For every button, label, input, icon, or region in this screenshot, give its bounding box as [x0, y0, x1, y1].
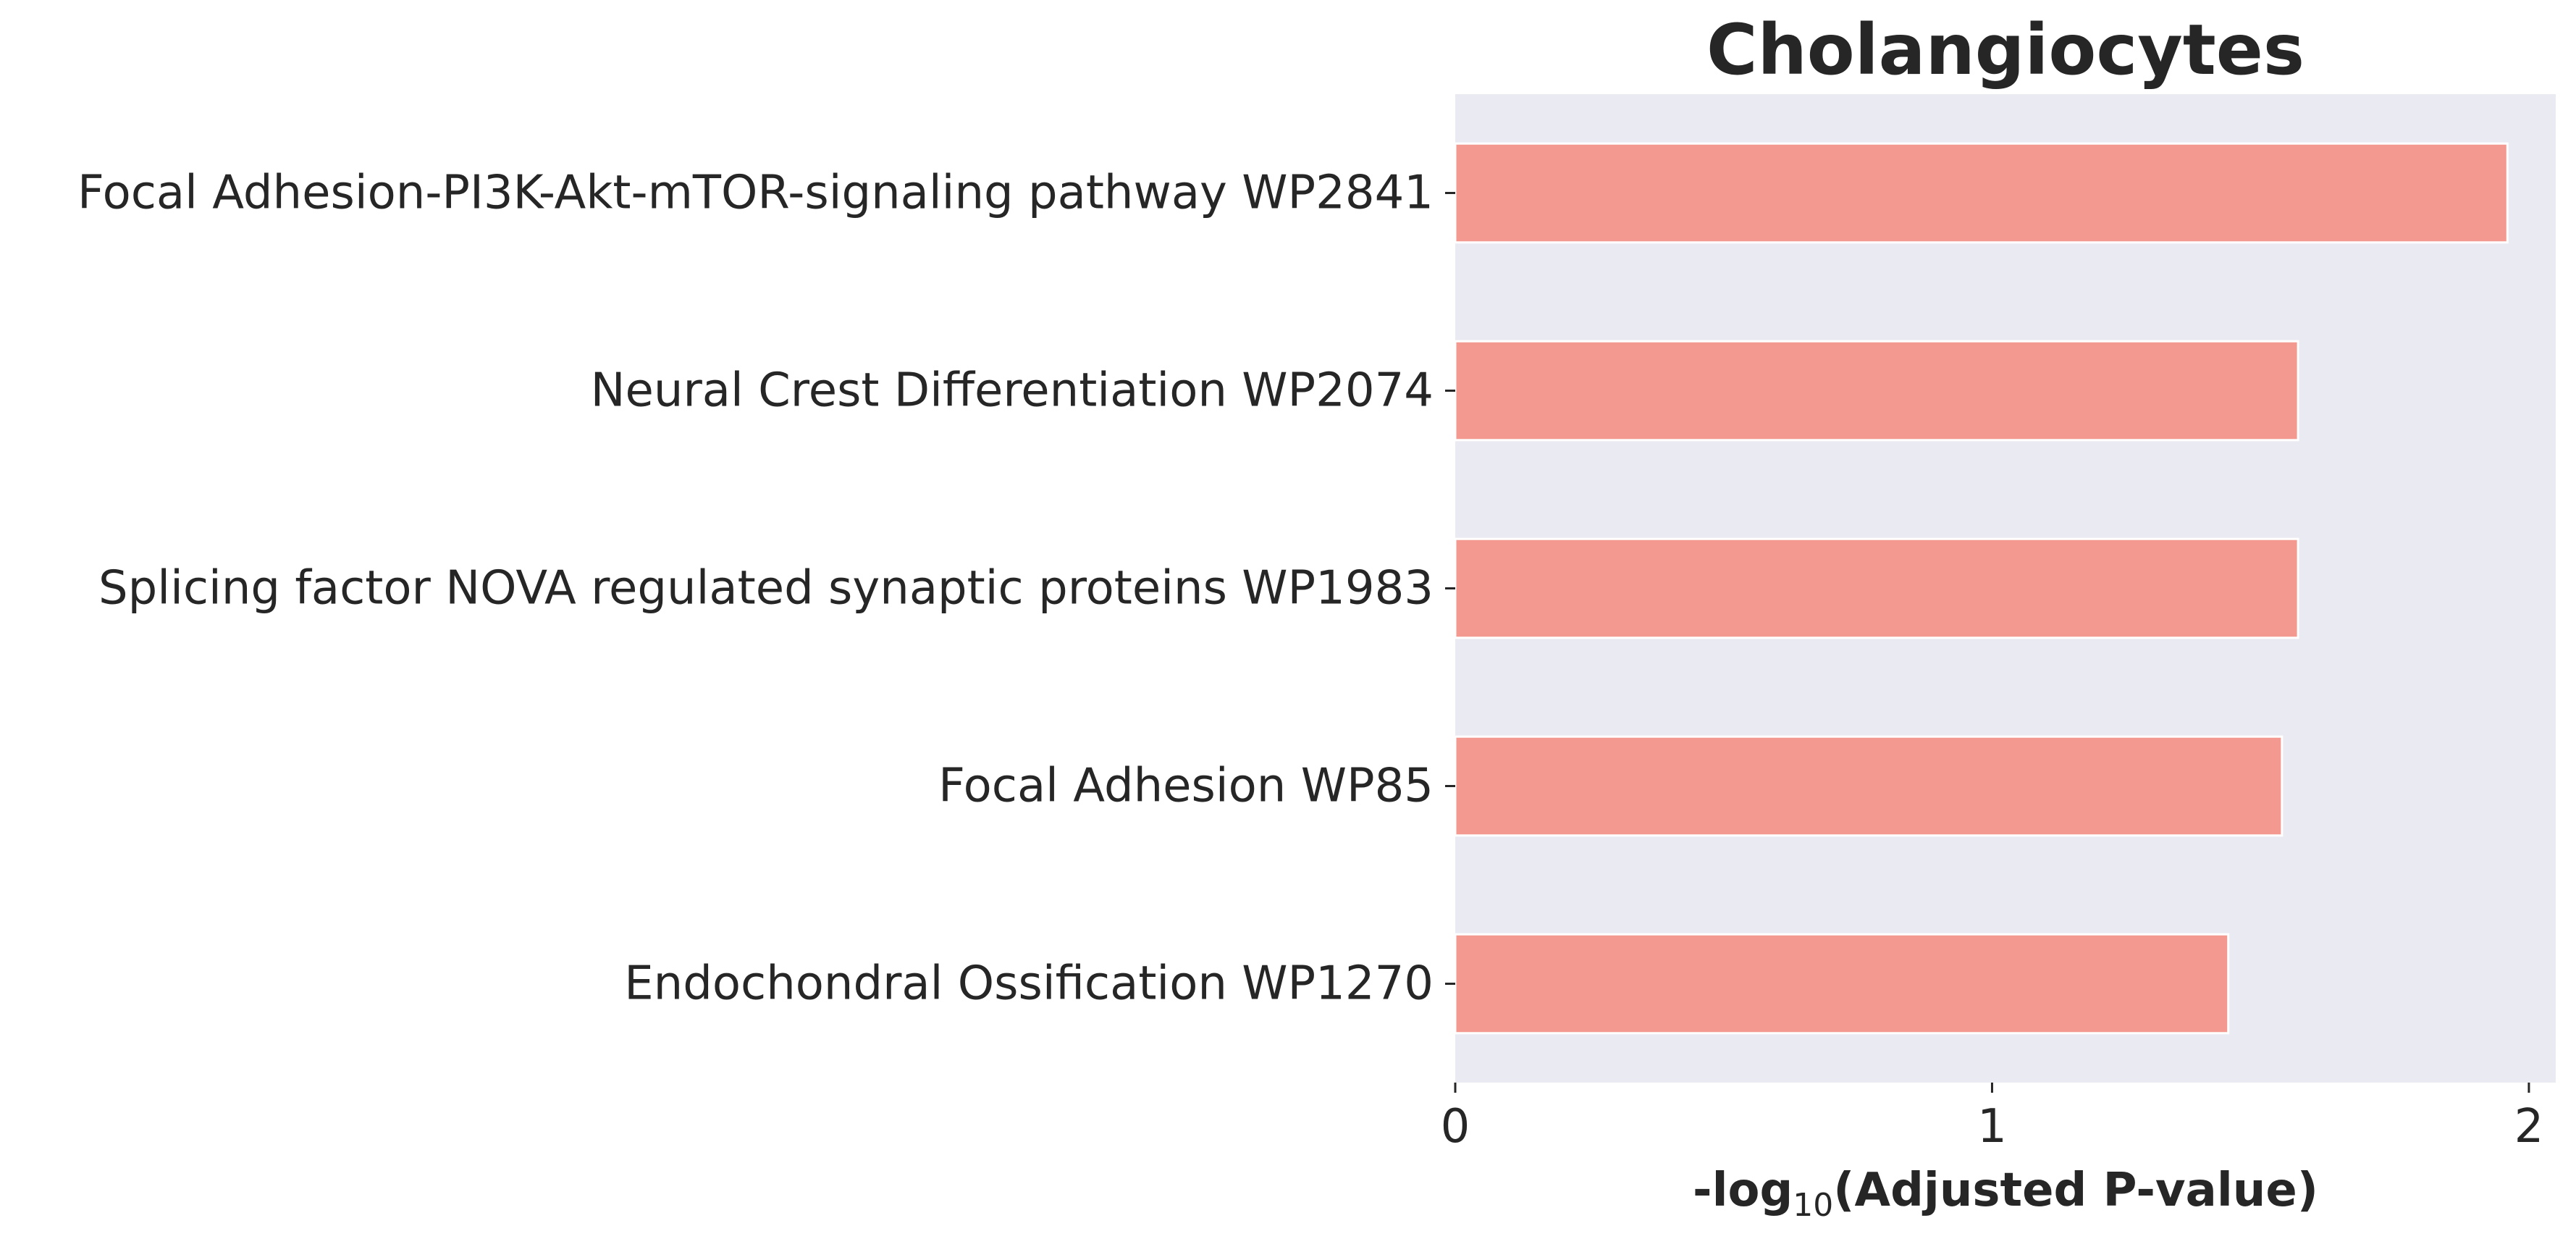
- bar: [1454, 735, 2284, 837]
- y-axis: Focal Adhesion-PI3K-Akt-mTOR-signaling p…: [77, 167, 1455, 1011]
- bar: [1454, 142, 2509, 244]
- bar: [1454, 933, 2230, 1035]
- x-axis-label-prefix: -log: [1693, 1164, 1793, 1217]
- chart-title: Cholangiocytes: [1706, 9, 2304, 91]
- y-tick-label: Endochondral Ossification WP1270: [624, 957, 1434, 1011]
- y-tick-label: Focal Adhesion WP85: [938, 760, 1434, 813]
- x-axis-label-suffix: (Adjusted P-value): [1833, 1164, 2318, 1217]
- x-axis-label-subscript: 10: [1793, 1187, 1833, 1224]
- bar: [1454, 340, 2299, 442]
- x-axis-label: -log10(Adjusted P-value): [1693, 1164, 2318, 1224]
- x-tick-label: 2: [2514, 1100, 2544, 1154]
- y-tick-label: Neural Crest Differentiation WP2074: [591, 364, 1434, 418]
- y-tick-label: Focal Adhesion-PI3K-Akt-mTOR-signaling p…: [77, 167, 1434, 220]
- bar-series: [1454, 142, 2509, 1035]
- bar: [1454, 537, 2299, 639]
- x-tick-label: 1: [1977, 1100, 2007, 1154]
- x-tick-label: 0: [1441, 1100, 1470, 1154]
- x-axis: 0 1 2: [1441, 1083, 2544, 1154]
- y-tick-label: Splicing factor NOVA regulated synaptic …: [98, 562, 1434, 616]
